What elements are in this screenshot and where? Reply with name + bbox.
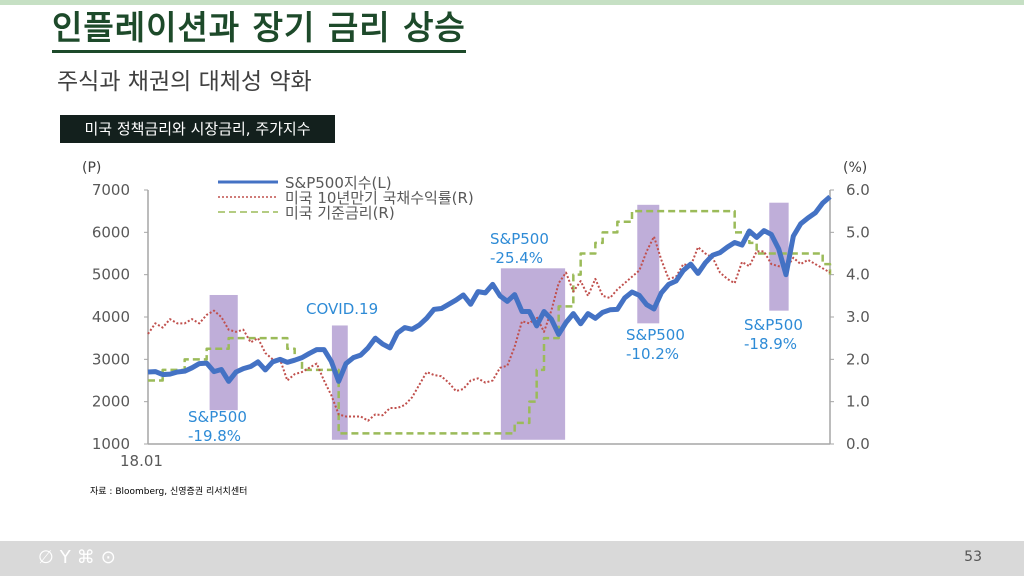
annotation-label: -19.8% (188, 427, 241, 445)
legend-label: 미국 10년만기 국채수익률(R) (285, 189, 474, 207)
annotation-label: -25.4% (490, 249, 543, 267)
annotation-label: S&P500 (626, 326, 685, 344)
annotation-label: -10.2% (626, 345, 679, 363)
series-line-solid (147, 194, 832, 384)
right-axis-unit: (%) (843, 160, 867, 176)
sprout-icon: Υ (59, 547, 77, 568)
right-tick-label: 5.0 (846, 223, 870, 241)
left-tick-label: 6000 (92, 223, 130, 241)
left-tick-label: 1000 (92, 435, 130, 453)
footer-bar: ∅Υ⌘⊙ 53 (0, 541, 1024, 576)
right-tick-label: 1.0 (846, 393, 870, 411)
annotation-label: S&P500 (744, 316, 803, 334)
series-line-dotted (147, 235, 831, 422)
chart-label: 미국 정책금리와 시장금리, 주가지수 (60, 115, 335, 143)
clover-icon: ⌘ (76, 547, 101, 568)
left-tick-label: 3000 (92, 350, 130, 368)
top-accent-bar (0, 0, 1024, 5)
annotation-label: -18.9% (744, 335, 797, 353)
shaded-period-2 (500, 268, 566, 440)
source-note: 자료 : Bloomberg, 신영증권 리서치센터 (90, 487, 248, 497)
leaf-icon: ∅ (38, 547, 60, 568)
apple-icon: ⊙ (100, 547, 122, 568)
left-tick-label: 2000 (92, 393, 130, 411)
footer-icons: ∅Υ⌘⊙ (38, 547, 122, 568)
x-tick-label: 18.01 (120, 452, 163, 470)
annotation-label: S&P500 (490, 230, 549, 248)
right-tick-label: 3.0 (846, 308, 870, 326)
series-line-dashed (148, 209, 832, 435)
page-number: 53 (964, 549, 982, 565)
right-tick-label: 2.0 (846, 350, 870, 368)
legend-label: S&P500지수(L) (285, 174, 392, 192)
left-tick-label: 4000 (92, 308, 130, 326)
shaded-period-0 (209, 294, 238, 411)
legend-label: 미국 기준금리(R) (285, 204, 395, 222)
right-tick-label: 4.0 (846, 266, 870, 284)
left-tick-label: 5000 (92, 266, 130, 284)
right-tick-label: 0.0 (846, 435, 870, 453)
slide-title: 인플레이션과 장기 금리 상승 (52, 6, 466, 53)
left-axis-unit: (P) (82, 160, 101, 176)
chart: 1000 2000 3000 4000 5000 6000 7000 0.0 1.0 2.0 3.0… (82, 160, 870, 470)
shaded-period-3 (637, 204, 660, 324)
annotation-label: COVID.19 (306, 300, 378, 318)
slide-subtitle: 주식과 채권의 대체성 약화 (57, 69, 312, 95)
right-tick-label: 6.0 (846, 181, 870, 199)
annotation-label: S&P500 (188, 408, 247, 426)
left-tick-label: 7000 (92, 181, 130, 199)
